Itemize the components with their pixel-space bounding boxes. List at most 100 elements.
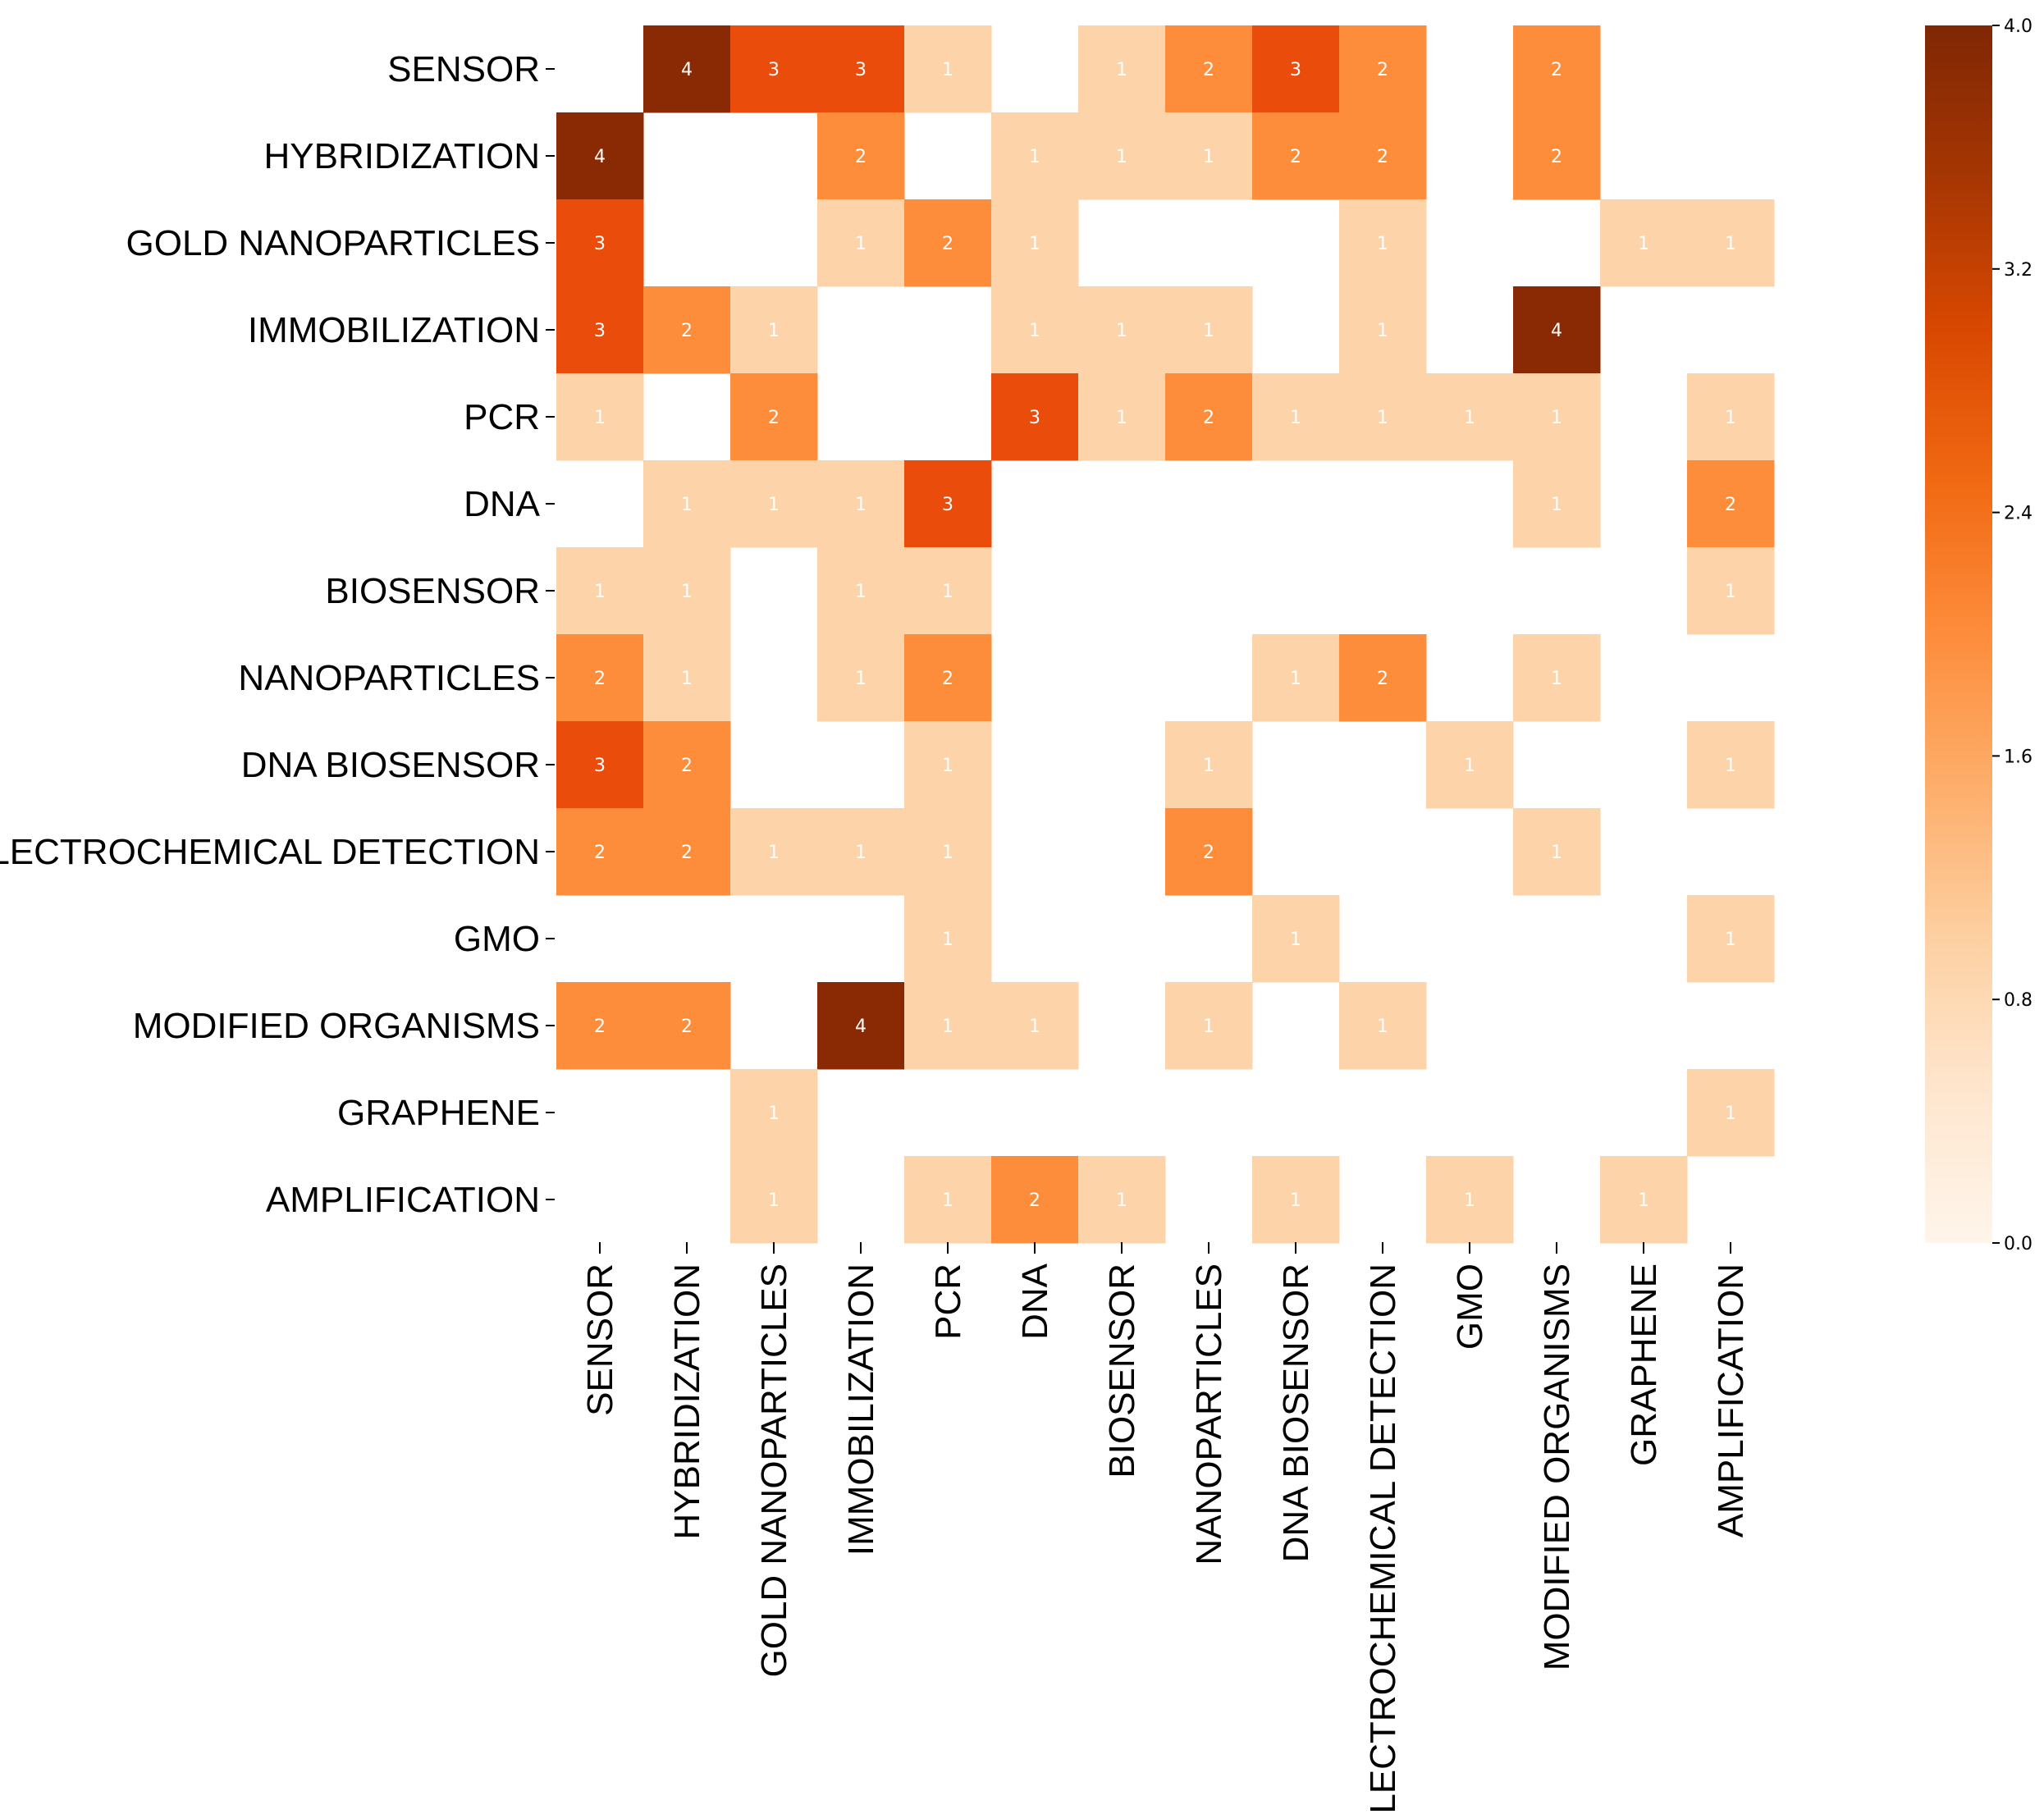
heatmap-cell-electrochemical-detection-hybridization [643, 808, 731, 896]
row-label-sensor: SENSOR [387, 49, 540, 89]
cell-value-label: 2 [681, 756, 693, 776]
heatmap-cell-nanoparticles-sensor [556, 634, 644, 722]
heatmap-cell-immobilization-hybridization [643, 286, 731, 374]
cell-value-label: 1 [594, 582, 606, 602]
column-label-biosensor: BIOSENSOR [1102, 1263, 1142, 1478]
cell-value-label: 1 [855, 495, 867, 515]
heatmap-cell-sensor-pcr [904, 25, 992, 113]
heatmap-cell-biosensor-pcr [904, 547, 992, 635]
cell-value-label: 2 [681, 843, 693, 863]
heatmap-cell-hybridization-nanoparticles [1165, 112, 1253, 200]
cell-value-label: 2 [681, 1017, 693, 1037]
heatmap-cell-electrochemical-detection-modified-organisms [1513, 808, 1601, 896]
heatmap-cells: 4 3 3 1 1 2 3 2 2 4 2 1 1 1 2 2 2 3 1 2 1 1 1 1 3 2 1 1 1 1 1 4 1 2 3 1 2 1 1 1… [556, 25, 1775, 1244]
heatmap-cell-gold-nanoparticles-amplification [1687, 199, 1775, 287]
heatmap-cell-modified-organisms-dna [991, 982, 1079, 1070]
cell-value-label: 2 [1029, 1190, 1040, 1211]
heatmap-cell-dna-biosensor-gmo [1426, 721, 1514, 809]
cell-value-label: 1 [855, 669, 867, 689]
cell-value-label: 1 [1203, 1017, 1214, 1037]
column-label-graphene: GRAPHENE [1624, 1263, 1664, 1466]
heatmap-cell-amplification-gmo [1426, 1156, 1514, 1244]
cell-value-label: 2 [768, 408, 780, 428]
heatmap-cell-hybridization-sensor [556, 112, 644, 200]
cell-value-label: 1 [1116, 1190, 1127, 1211]
heatmap-cell-nanoparticles-dna-biosensor [1252, 634, 1340, 722]
cell-value-label: 1 [1551, 408, 1562, 428]
heatmap-cell-electrochemical-detection-nanoparticles [1165, 808, 1253, 896]
heatmap-cell-dna-gold-nanoparticles [730, 460, 818, 548]
cell-value-label: 1 [681, 669, 693, 689]
heatmap-cell-amplification-dna [991, 1156, 1079, 1244]
cell-value-label: 3 [855, 60, 867, 80]
cell-value-label: 1 [942, 1190, 953, 1211]
cell-value-label: 2 [594, 669, 606, 689]
colorbar-tick-label: 0.0 [2004, 1234, 2033, 1254]
row-labels: SENSOR HYBRIDIZATION GOLD NANOPARTICLES IMM… [0, 49, 555, 1220]
cell-value-label: 1 [1290, 930, 1301, 950]
heatmap-cell-modified-organisms-nanoparticles [1165, 982, 1253, 1070]
heatmap-cell-immobilization-modified-organisms [1513, 286, 1601, 374]
cell-value-label: 1 [942, 843, 953, 863]
column-label-electrochemical-detection: ELECTROCHEMICAL DETECTION [1363, 1263, 1403, 1814]
column-label-dna-biosensor: DNA BIOSENSOR [1276, 1263, 1316, 1562]
heatmap-cell-sensor-electrochemical-detection [1339, 25, 1427, 113]
cell-value-label: 2 [1203, 408, 1214, 428]
cell-value-label: 1 [1464, 1190, 1475, 1211]
heatmap-cell-amplification-gold-nanoparticles [730, 1156, 818, 1244]
heatmap-cell-sensor-hybridization [643, 25, 731, 113]
row-label-gold-nanoparticles: GOLD NANOPARTICLES [126, 223, 541, 263]
cell-value-label: 2 [1290, 147, 1301, 167]
heatmap-cell-sensor-modified-organisms [1513, 25, 1601, 113]
heatmap-cell-dna-pcr [904, 460, 992, 548]
cell-value-label: 1 [1029, 1017, 1040, 1037]
heatmap-cell-immobilization-gold-nanoparticles [730, 286, 818, 374]
heatmap-cell-pcr-nanoparticles [1165, 373, 1253, 461]
heatmap-cell-dna-biosensor-sensor [556, 721, 644, 809]
heatmap-cell-gold-nanoparticles-pcr [904, 199, 992, 287]
heatmap-cell-pcr-amplification [1687, 373, 1775, 461]
heatmap-cell-amplification-biosensor [1078, 1156, 1166, 1244]
colorbar-tick-label: 0.8 [2004, 990, 2033, 1011]
cell-value-label: 1 [1029, 321, 1040, 341]
colorbar-tick-label: 1.6 [2004, 747, 2033, 767]
heatmap-cell-dna-immobilization [817, 460, 905, 548]
heatmap-cell-nanoparticles-hybridization [643, 634, 731, 722]
row-label-nanoparticles: NANOPARTICLES [238, 658, 540, 698]
heatmap-cell-sensor-biosensor [1078, 25, 1166, 113]
cell-value-label: 3 [768, 60, 780, 80]
row-label-dna: DNA [464, 484, 541, 524]
cell-value-label: 3 [594, 756, 606, 776]
row-label-graphene: GRAPHENE [337, 1093, 540, 1133]
cell-value-label: 1 [681, 582, 693, 602]
heatmap-cell-gmo-pcr [904, 895, 992, 983]
column-label-nanoparticles: NANOPARTICLES [1189, 1263, 1229, 1565]
cell-value-label: 1 [768, 1103, 780, 1124]
row-label-biosensor: BIOSENSOR [325, 571, 540, 611]
column-label-immobilization: IMMOBILIZATION [841, 1263, 881, 1556]
cell-value-label: 1 [1203, 321, 1214, 341]
cell-value-label: 2 [1551, 60, 1562, 80]
heatmap-cell-pcr-gmo [1426, 373, 1514, 461]
heatmap-cell-dna-biosensor-hybridization [643, 721, 731, 809]
heatmap-cell-biosensor-hybridization [643, 547, 731, 635]
heatmap-cell-sensor-immobilization [817, 25, 905, 113]
cell-value-label: 1 [1638, 1190, 1649, 1211]
heatmap-cell-gold-nanoparticles-dna [991, 199, 1079, 287]
cell-value-label: 1 [1377, 408, 1388, 428]
cell-value-label: 3 [594, 234, 606, 254]
heatmap-cell-electrochemical-detection-sensor [556, 808, 644, 896]
heatmap-cell-graphene-amplification [1687, 1069, 1775, 1157]
cell-value-label: 1 [1638, 234, 1649, 254]
heatmap-cell-dna-biosensor-nanoparticles [1165, 721, 1253, 809]
heatmap-cell-hybridization-dna [991, 112, 1079, 200]
heatmap-cell-gold-nanoparticles-electrochemical-detection [1339, 199, 1427, 287]
cell-value-label: 1 [768, 843, 780, 863]
cell-value-label: 1 [1464, 756, 1475, 776]
cell-value-label: 1 [1725, 930, 1736, 950]
column-label-amplification: AMPLIFICATION [1711, 1263, 1751, 1538]
cell-value-label: 4 [594, 147, 606, 167]
column-label-gmo: GMO [1450, 1263, 1490, 1350]
heatmap-cell-pcr-electrochemical-detection [1339, 373, 1427, 461]
